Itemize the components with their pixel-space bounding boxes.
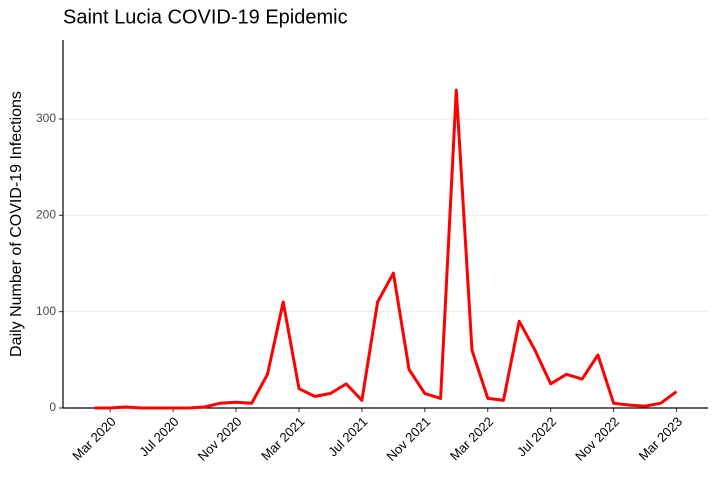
x-tick-label: Nov 2022 bbox=[572, 414, 622, 464]
chart-title: Saint Lucia COVID-19 Epidemic bbox=[63, 6, 348, 28]
x-tick-label: Mar 2021 bbox=[258, 414, 307, 463]
x-tick-label: Nov 2020 bbox=[195, 414, 245, 464]
data-line bbox=[94, 88, 678, 410]
x-tick-label: Jul 2020 bbox=[136, 414, 181, 459]
x-tick-label: Mar 2020 bbox=[69, 414, 118, 463]
y-axis-label: Daily Number of COVID-19 Infections bbox=[8, 91, 25, 357]
y-tick-label: 200 bbox=[36, 208, 56, 222]
y-tick-label: 0 bbox=[49, 400, 56, 414]
x-tick-label: Jul 2021 bbox=[325, 414, 370, 459]
x-tick-label: Mar 2023 bbox=[636, 414, 685, 463]
y-tick-label: 300 bbox=[36, 111, 56, 125]
x-tick-label: Jul 2022 bbox=[514, 414, 559, 459]
x-tick-label: Mar 2022 bbox=[447, 414, 496, 463]
x-tick-label: Nov 2021 bbox=[383, 414, 433, 464]
y-tick-label: 100 bbox=[36, 304, 56, 318]
